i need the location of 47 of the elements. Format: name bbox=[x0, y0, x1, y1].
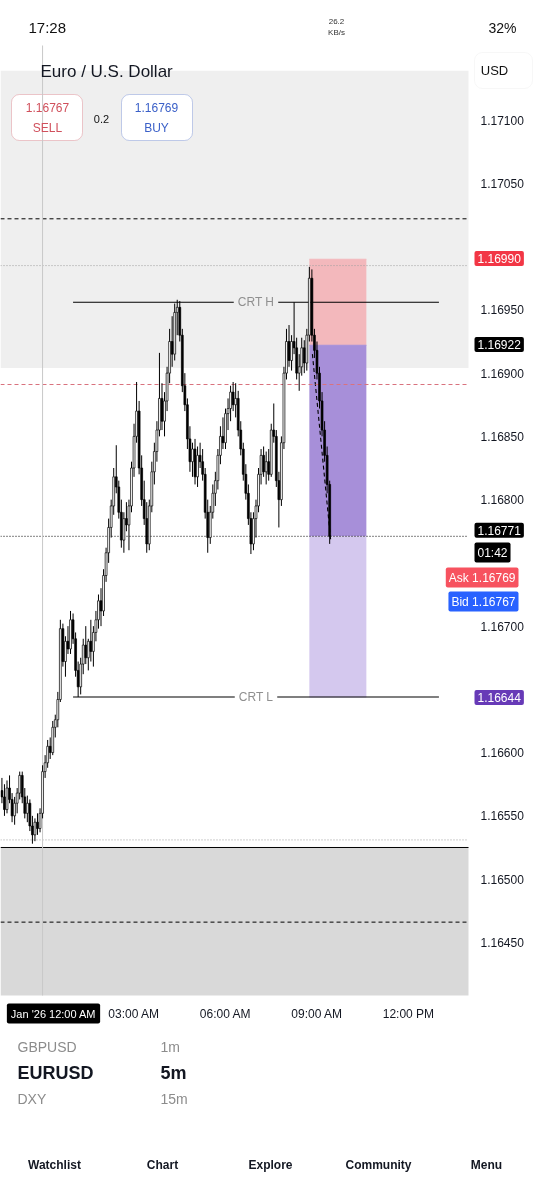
x-tick-label: 09:00 AM bbox=[291, 1006, 342, 1021]
annotation: 1.16767 bbox=[25, 101, 70, 115]
y-tick-label: 1.16600 bbox=[480, 746, 525, 761]
text: Watchlist bbox=[28, 1157, 81, 1172]
text: 26.2 bbox=[328, 17, 345, 26]
text: Euro / U.S. Dollar bbox=[40, 62, 174, 81]
text: Community bbox=[345, 1157, 412, 1172]
text: 1.16990 bbox=[477, 252, 522, 266]
y-tick-label: 1.16850 bbox=[480, 429, 525, 444]
y-tick-label: 1.17050 bbox=[480, 176, 525, 191]
text: 17:28 bbox=[28, 19, 67, 36]
text: 1m bbox=[160, 1038, 180, 1055]
y-tick-label: 1.16700 bbox=[480, 619, 525, 634]
annotation: Ask 1.16769 bbox=[448, 570, 516, 585]
text: GBPUSD bbox=[17, 1038, 77, 1055]
text: 01:42 bbox=[477, 545, 508, 560]
text: EURUSD bbox=[17, 1062, 94, 1083]
annotation: Bid 1.16767 bbox=[451, 594, 516, 609]
text: Chart bbox=[146, 1157, 179, 1172]
text: 32% bbox=[488, 19, 517, 36]
text: 5m bbox=[160, 1062, 187, 1083]
text: 1.16644 bbox=[477, 691, 522, 705]
text: KB/s bbox=[328, 28, 345, 37]
text: 1.16922 bbox=[477, 338, 522, 352]
text: Menu bbox=[470, 1157, 503, 1172]
y-tick-label: 1.16900 bbox=[480, 366, 525, 381]
text: DXY bbox=[17, 1090, 47, 1107]
annotation: 1.16769 bbox=[134, 101, 179, 115]
y-tick-label: 1.16550 bbox=[480, 809, 525, 824]
series-label: CRT L bbox=[238, 689, 274, 704]
y-tick-label: 1.17100 bbox=[480, 113, 525, 128]
y-tick-label: 1.16950 bbox=[480, 303, 525, 318]
series-label: CRT H bbox=[237, 295, 275, 310]
y-tick-label: 1.16450 bbox=[480, 935, 525, 950]
y-tick-label: 1.16800 bbox=[480, 493, 525, 508]
x-tick-label: 06:00 AM bbox=[199, 1006, 251, 1021]
ref-line-label: 1.16771 bbox=[477, 523, 522, 538]
text: 15m bbox=[160, 1090, 188, 1107]
x-tick-label: 12:00 PM bbox=[382, 1006, 435, 1021]
annotation: BUY bbox=[144, 120, 169, 135]
annotation: SELL bbox=[32, 120, 63, 135]
text: USD bbox=[480, 63, 509, 78]
x-tick-label: 03:00 AM bbox=[108, 1006, 160, 1021]
annotation: 0.2 bbox=[93, 112, 110, 125]
y-tick-label: 1.16500 bbox=[480, 872, 525, 887]
text: Explore bbox=[248, 1157, 293, 1172]
ref-line-label: Jan '26 12:00 AM bbox=[10, 1007, 96, 1020]
